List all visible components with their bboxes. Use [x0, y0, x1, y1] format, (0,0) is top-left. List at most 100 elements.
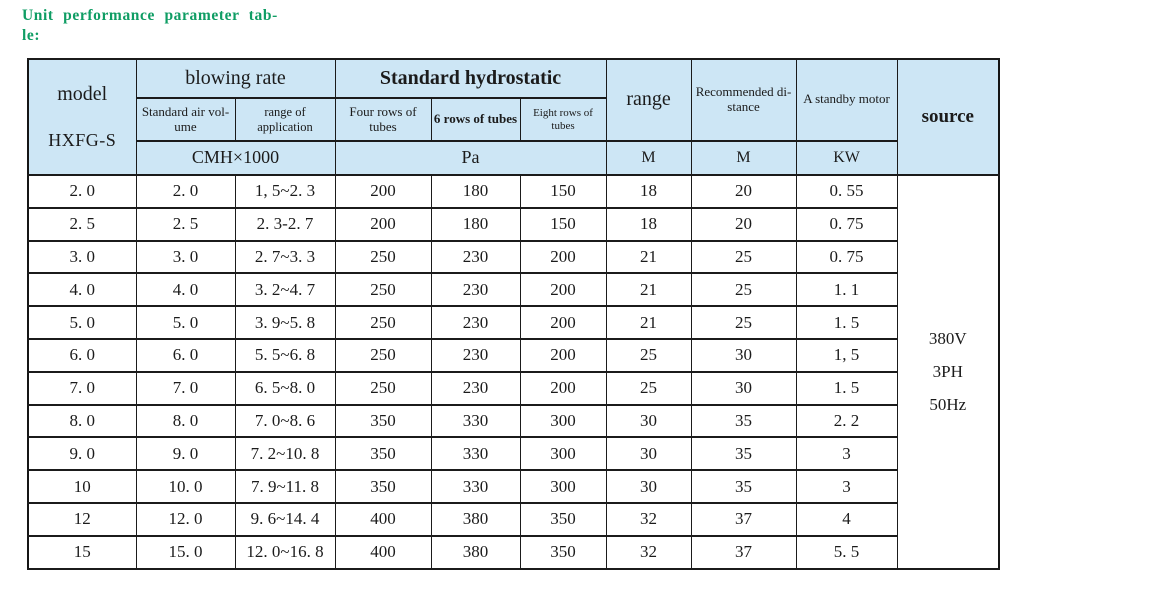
model-header-cell: model HXFG-S	[27, 58, 137, 176]
cell-air-volume: 2. 0	[135, 174, 236, 209]
cell-air-volume: 5. 0	[135, 305, 236, 340]
header-row-1: model HXFG-S blowing rate Standard hydro…	[27, 57, 1000, 176]
cell-four-rows-pa: 250	[334, 272, 432, 308]
cell-model: 10	[27, 469, 137, 504]
unit-distance: M	[690, 139, 797, 177]
cell-application-range: 6. 5~8. 0	[234, 370, 336, 406]
unit-motor: KW	[795, 139, 898, 177]
cell-range-m: 21	[605, 272, 692, 308]
cell-distance-m: 20	[690, 174, 797, 209]
cell-eight-rows-pa: 300	[519, 469, 607, 504]
table-row: 8. 0 8. 0 7. 0~8. 6 350 330 300 30 35 2.…	[27, 403, 999, 439]
cell-distance-m: 25	[690, 305, 797, 340]
cell-four-rows-pa: 250	[334, 337, 432, 373]
standard-air-volume-header: Standard air vol- ume	[135, 97, 236, 142]
model-header-box: model HXFG-S	[29, 61, 135, 173]
cell-four-rows-pa: 200	[334, 206, 432, 242]
cell-four-rows-pa: 350	[334, 469, 432, 504]
cell-model: 5. 0	[27, 305, 137, 340]
cell-six-rows-pa: 380	[430, 534, 521, 570]
cell-application-range: 12. 0~16. 8	[234, 534, 336, 570]
table-row: 9. 0 9. 0 7. 2~10. 8 350 330 300 30 35 3	[27, 436, 999, 472]
cell-eight-rows-pa: 200	[519, 337, 607, 373]
cell-motor-kw: 3	[795, 436, 898, 472]
cell-application-range: 3. 2~4. 7	[234, 272, 336, 308]
cell-model: 8. 0	[27, 403, 137, 439]
table-row: 12 12. 0 9. 6~14. 4 400 380 350 32 37 4	[27, 501, 999, 537]
model-code: HXFG-S	[48, 129, 117, 150]
cell-six-rows-pa: 230	[430, 370, 521, 406]
cell-model: 3. 0	[27, 239, 137, 275]
table-row: 10 10. 0 7. 9~11. 8 350 330 300 30 35 3	[27, 469, 999, 504]
unit-hydrostatic: Pa	[334, 139, 607, 177]
range-of-application-header: range of application	[234, 97, 336, 142]
cell-six-rows-pa: 230	[430, 272, 521, 308]
cell-air-volume: 6. 0	[135, 337, 236, 373]
cell-eight-rows-pa: 200	[519, 239, 607, 275]
cell-range-m: 25	[605, 337, 692, 373]
standard-hydrostatic-header: Standard hydrostatic	[334, 57, 607, 100]
cell-application-range: 7. 9~11. 8	[234, 469, 336, 504]
six-rows-header: 6 rows of tubes	[430, 97, 521, 142]
cell-range-m: 21	[605, 305, 692, 340]
cell-application-range: 2. 3-2. 7	[234, 206, 336, 242]
cell-six-rows-pa: 180	[430, 206, 521, 242]
cell-eight-rows-pa: 200	[519, 370, 607, 406]
table-row: 2. 5 2. 5 2. 3-2. 7 200 180 150 18 20 0.…	[27, 206, 999, 242]
cell-motor-kw: 1. 1	[795, 272, 898, 308]
cell-four-rows-pa: 400	[334, 501, 432, 537]
cell-distance-m: 25	[690, 272, 797, 308]
table-row: 15 15. 0 12. 0~16. 8 400 380 350 32 37 5…	[27, 534, 999, 570]
source-values-cell: 380V 3PH 50Hz	[896, 174, 1000, 570]
cell-model: 6. 0	[27, 337, 137, 373]
table-row: 2. 0 2. 0 1, 5~2. 3 200 180 150 18 20 0.…	[27, 174, 1000, 570]
cell-four-rows-pa: 350	[334, 436, 432, 472]
cell-six-rows-pa: 180	[430, 174, 521, 209]
header-row-2: Standard air vol- ume range of applicati…	[28, 97, 999, 142]
cell-air-volume: 4. 0	[135, 272, 236, 308]
cell-eight-rows-pa: 300	[519, 403, 607, 439]
cell-four-rows-pa: 250	[334, 239, 432, 275]
table-row: 7. 0 7. 0 6. 5~8. 0 250 230 200 25 30 1.…	[27, 370, 999, 406]
cell-distance-m: 35	[690, 436, 797, 472]
cell-eight-rows-pa: 150	[519, 206, 607, 242]
cell-distance-m: 37	[690, 501, 797, 537]
recommended-distance-header: Recommended di- stance	[690, 58, 797, 142]
cell-range-m: 30	[605, 436, 692, 472]
cell-four-rows-pa: 400	[334, 534, 432, 570]
cell-model: 15	[27, 534, 137, 570]
cell-application-range: 1, 5~2. 3	[234, 174, 336, 209]
cell-eight-rows-pa: 200	[519, 305, 607, 340]
cell-six-rows-pa: 330	[430, 403, 521, 439]
cell-air-volume: 9. 0	[135, 436, 236, 472]
standby-motor-header: A standby motor	[795, 58, 898, 142]
cell-range-m: 32	[605, 534, 692, 570]
header-row-units: CMH×1000 Pa M M KW	[28, 139, 999, 177]
cell-four-rows-pa: 350	[334, 403, 432, 439]
cell-six-rows-pa: 380	[430, 501, 521, 537]
cell-motor-kw: 3	[795, 469, 898, 504]
cell-model: 2. 5	[27, 206, 137, 242]
cell-range-m: 30	[605, 403, 692, 439]
table-body: 2. 0 2. 0 1, 5~2. 3 200 180 150 18 20 0.…	[27, 174, 1000, 570]
cell-eight-rows-pa: 300	[519, 436, 607, 472]
unit-performance-table: model HXFG-S blowing rate Standard hydro…	[27, 57, 1001, 570]
cell-model: 4. 0	[27, 272, 137, 308]
cell-motor-kw: 5. 5	[795, 534, 898, 570]
cell-model: 12	[27, 501, 137, 537]
cell-motor-kw: 0. 75	[795, 206, 898, 242]
cell-application-range: 3. 9~5. 8	[234, 305, 336, 340]
cell-air-volume: 12. 0	[135, 501, 236, 537]
model-label: model	[57, 83, 108, 106]
cell-motor-kw: 4	[795, 501, 898, 537]
cell-air-volume: 8. 0	[135, 403, 236, 439]
blowing-rate-header: blowing rate	[135, 57, 336, 100]
cell-motor-kw: 1. 5	[795, 370, 898, 406]
cell-motor-kw: 1, 5	[795, 337, 898, 373]
cell-distance-m: 30	[690, 370, 797, 406]
cell-application-range: 7. 2~10. 8	[234, 436, 336, 472]
source-header: source	[896, 58, 1000, 176]
cell-distance-m: 20	[690, 206, 797, 242]
table-row: 3. 0 3. 0 2. 7~3. 3 250 230 200 21 25 0.…	[27, 239, 999, 275]
